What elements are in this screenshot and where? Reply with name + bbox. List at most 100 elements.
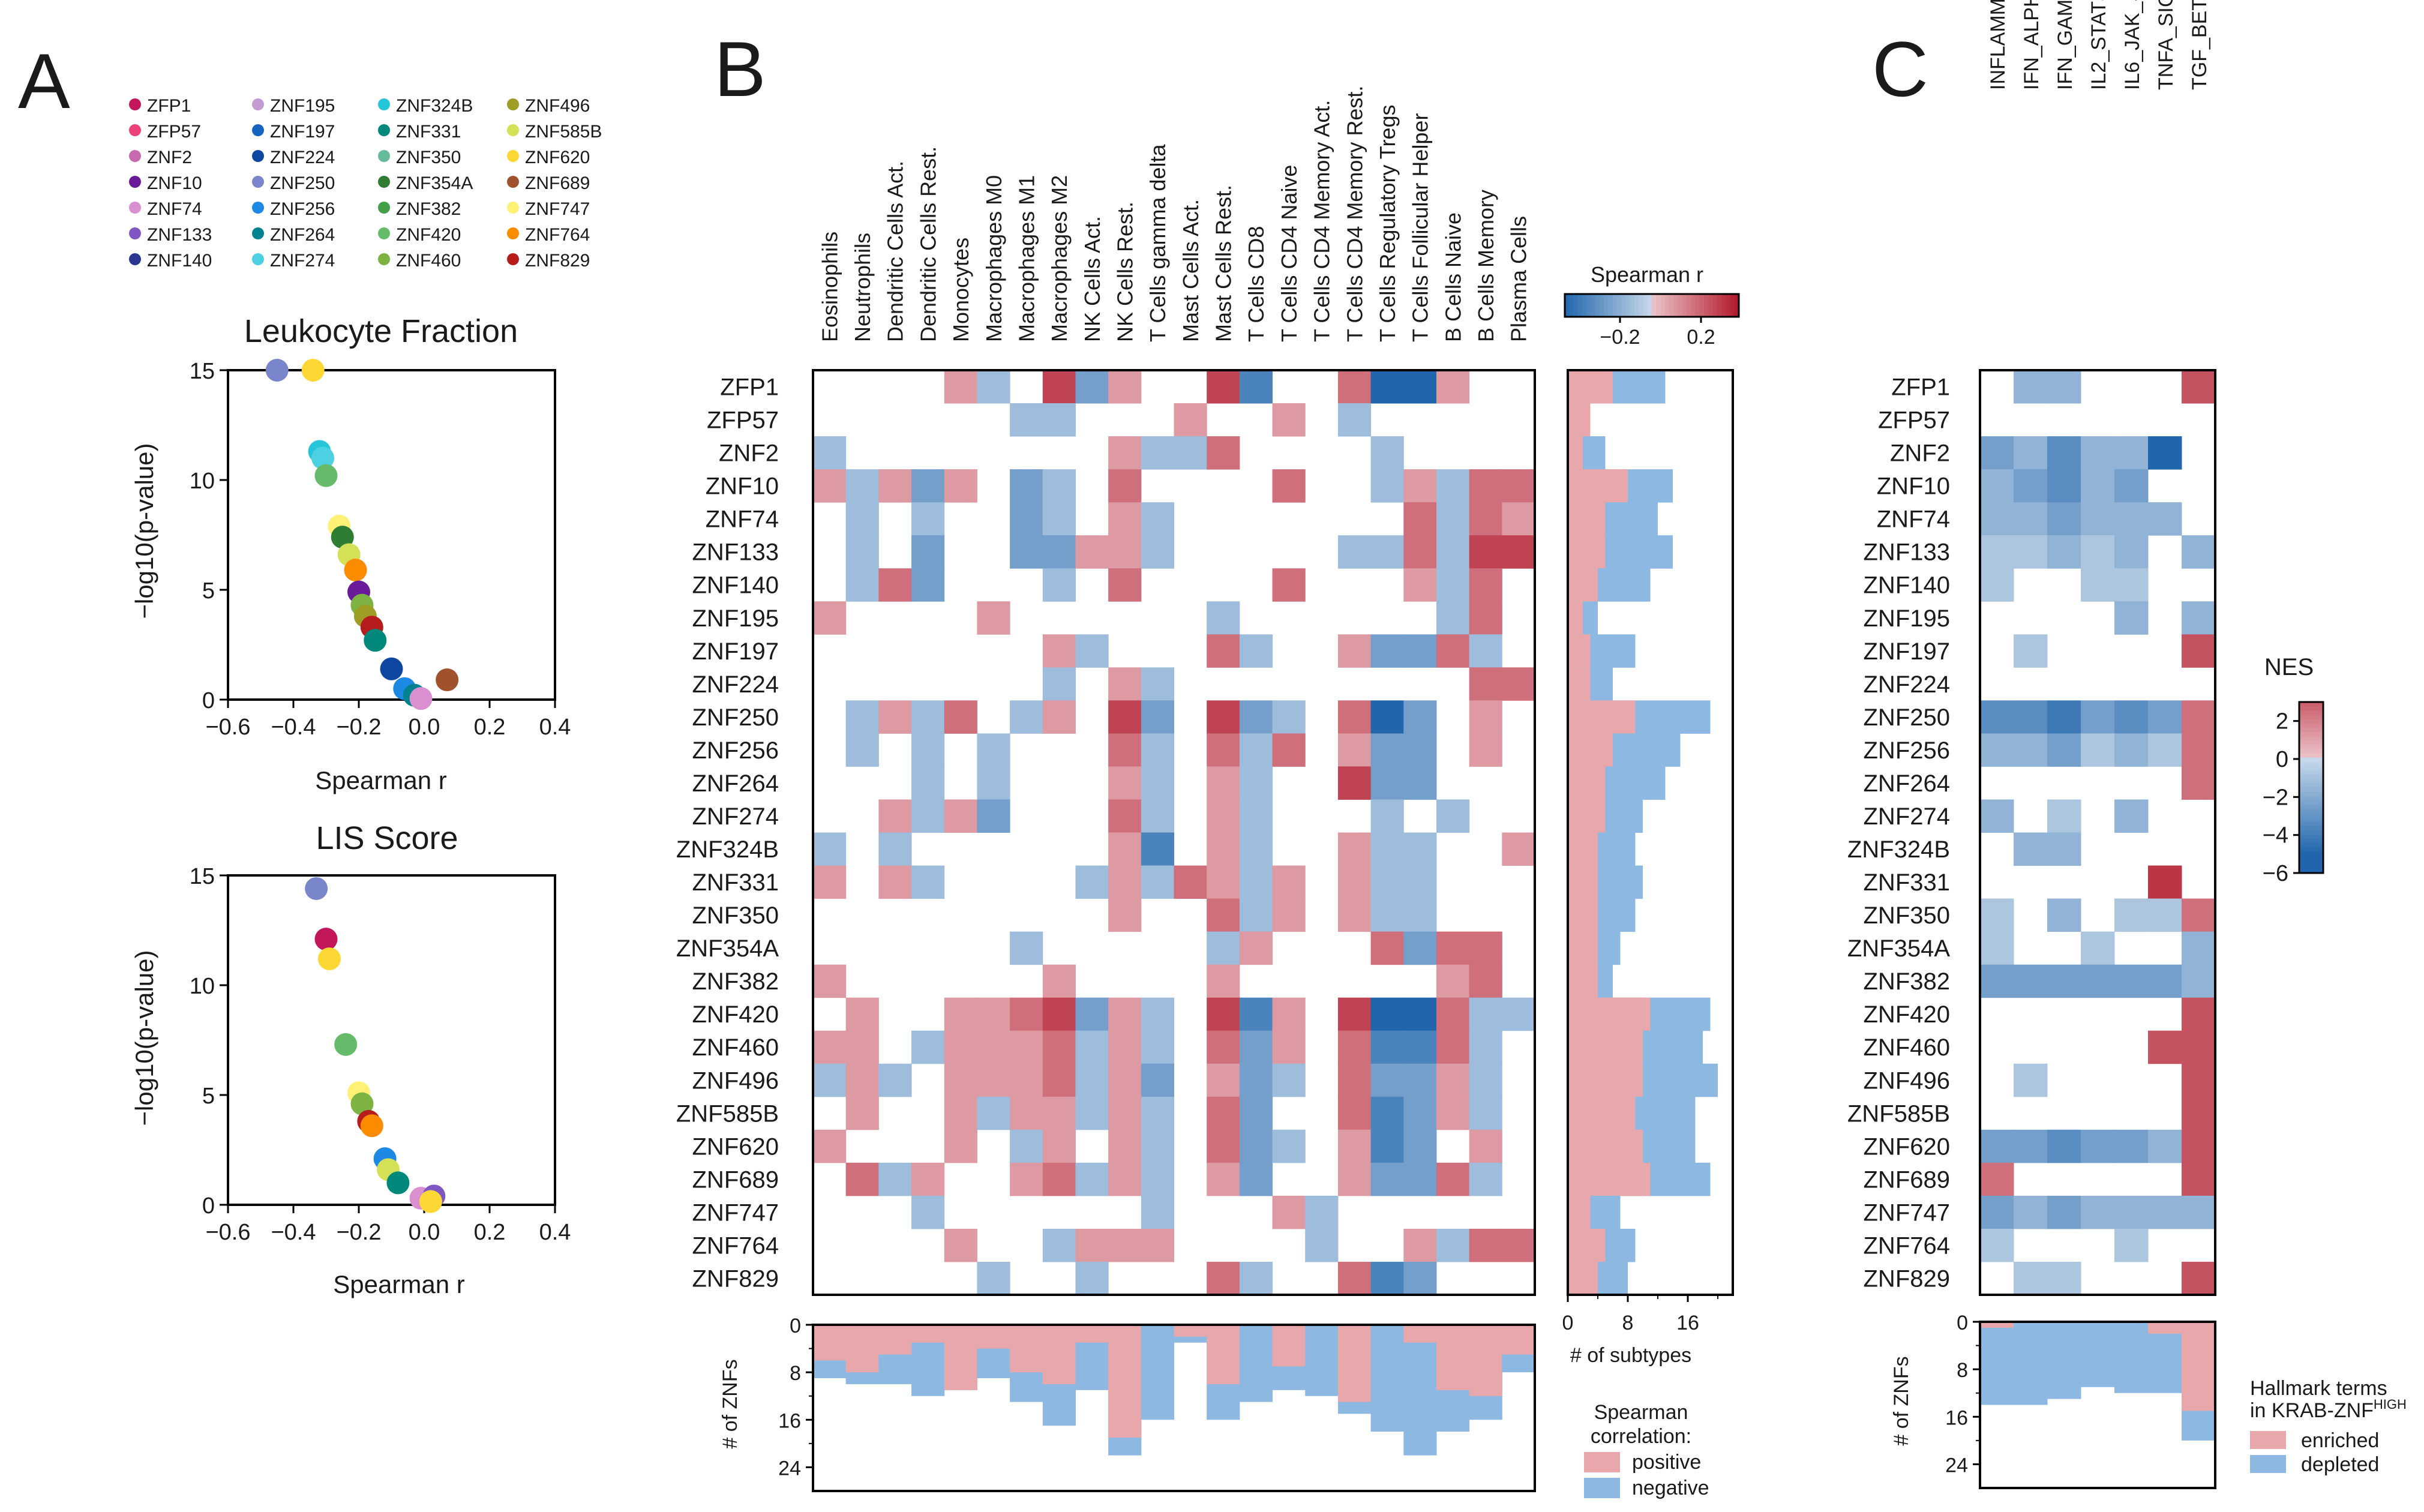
- heat-cell: [1010, 403, 1043, 437]
- heat-cell: [1403, 997, 1437, 1031]
- heat-cell: [1042, 1063, 1076, 1097]
- heat-cell: [2114, 964, 2149, 998]
- lis-score-title: LIS Score: [316, 820, 458, 856]
- heat-cell: [2081, 535, 2115, 569]
- heat-cell: [813, 1129, 847, 1163]
- colorbar-step: [1669, 294, 1674, 317]
- nes-colorbar-tick-label: 0: [2276, 747, 2288, 772]
- count-bar-positive: [1010, 1325, 1043, 1373]
- heat-cell: [1272, 700, 1306, 734]
- heat-cell: [1108, 733, 1142, 767]
- legend-label-znf250: ZNF250: [270, 173, 335, 193]
- legend-dot-znf274: [252, 253, 264, 265]
- negative-swatch: [1584, 1478, 1620, 1498]
- heat-cell: [845, 568, 879, 602]
- colorbar-step: [1630, 294, 1635, 317]
- nes-colorbar-step: [2299, 702, 2323, 707]
- count-bar-negative: [1403, 1325, 1437, 1456]
- heat-cell: [2081, 733, 2115, 767]
- heat-cell: [2114, 502, 2149, 536]
- row-label-znf420: ZNF420: [692, 1001, 779, 1028]
- heat-cell: [2182, 1129, 2216, 1163]
- row-label-znf224: ZNF224: [692, 671, 779, 698]
- subtype-bar-positive: [1568, 436, 1583, 470]
- colorbar-tick-label: −0.2: [1600, 326, 1640, 349]
- count-bar-positive: [1042, 1325, 1076, 1384]
- col-label: Monocytes: [949, 238, 973, 342]
- heat-cell: [944, 469, 977, 503]
- row-label-znf10: ZNF10: [1877, 473, 1950, 500]
- heat-cell: [1370, 1096, 1404, 1130]
- heat-cell: [1403, 931, 1437, 965]
- heat-cell: [1239, 832, 1273, 866]
- row-label-znf195: ZNF195: [692, 605, 779, 632]
- heat-cell: [2114, 898, 2149, 932]
- count-bar-positive: [813, 1325, 847, 1361]
- count-bar-enriched: [2182, 1322, 2216, 1411]
- heat-cell: [1042, 1129, 1076, 1163]
- heat-cell: [1042, 667, 1076, 701]
- legend-dot-zfp1: [129, 98, 141, 110]
- count-bar-positive: [1207, 1325, 1240, 1384]
- heat-cell: [944, 700, 977, 734]
- leukocyte-y-axis-label: −log10(p-value): [130, 443, 158, 619]
- row-label-znf331: ZNF331: [1864, 869, 1951, 896]
- heat-cell: [2148, 502, 2182, 536]
- col-label: INFLAMMATORY_RESP.: [1987, 0, 2009, 90]
- legend-label-znf324b: ZNF324B: [396, 96, 473, 116]
- y-tick-label: 15: [190, 359, 215, 384]
- colorbar-step: [1573, 294, 1579, 317]
- legend-dot-znf460: [378, 253, 390, 265]
- heat-cell: [2014, 700, 2048, 734]
- row-label-znf689: ZNF689: [1864, 1166, 1951, 1193]
- heat-cell: [2114, 799, 2149, 833]
- heat-cell: [1337, 1162, 1372, 1196]
- heat-cell: [1370, 997, 1404, 1031]
- subtype-bar-positive: [1568, 997, 1651, 1031]
- heat-cell: [2148, 865, 2182, 899]
- leukocyte-fraction-title: Leukocyte Fraction: [244, 313, 518, 349]
- nes-colorbar-step: [2299, 787, 2323, 793]
- row-label-znf620: ZNF620: [1864, 1133, 1951, 1160]
- nes-colorbar-tick-label: 2: [2276, 709, 2288, 734]
- colorbar-step: [1734, 294, 1739, 317]
- heat-cell: [1980, 502, 2014, 536]
- heat-cell: [1207, 1096, 1240, 1130]
- heat-cell: [1370, 931, 1404, 965]
- heat-cell: [878, 1063, 912, 1097]
- heat-cell: [2182, 634, 2216, 668]
- row-label-znf2: ZNF2: [1890, 440, 1950, 467]
- colorbar-step: [1726, 294, 1731, 317]
- heat-cell: [1980, 700, 2014, 734]
- count-bar-depleted: [2047, 1322, 2081, 1399]
- legend-label-znf764: ZNF764: [525, 225, 590, 245]
- heat-cell: [1436, 535, 1470, 569]
- colorbar-step: [1730, 294, 1735, 317]
- heat-cell: [1075, 535, 1109, 569]
- subtype-bar-positive: [1568, 403, 1591, 437]
- row-label-znf250: ZNF250: [692, 704, 779, 731]
- heat-cell: [1141, 1030, 1174, 1064]
- y-tick-label: 15: [190, 864, 215, 889]
- count-bar-positive: [1075, 1325, 1109, 1343]
- y-tick-label: 5: [202, 578, 215, 604]
- col-label: Neutrophils: [850, 233, 875, 342]
- heat-cell: [911, 700, 945, 734]
- heat-cell: [2014, 733, 2048, 767]
- heat-cell: [1403, 568, 1437, 602]
- heat-cell: [1042, 1096, 1076, 1130]
- col-label: T Cells CD4 Memory Act.: [1310, 100, 1334, 342]
- legend-dot-znf764: [507, 227, 519, 239]
- count-y-tick-label: 0: [790, 1315, 801, 1337]
- heat-cell: [1207, 799, 1240, 833]
- legend-label-znf747: ZNF747: [525, 199, 590, 219]
- heat-cell: [1469, 469, 1502, 503]
- heat-cell: [1436, 469, 1470, 503]
- legend-label-znf264: ZNF264: [270, 225, 335, 245]
- legend-label-znf460: ZNF460: [396, 251, 461, 271]
- heat-cell: [1141, 502, 1174, 536]
- heat-cell: [1469, 997, 1502, 1031]
- heat-cell: [1436, 634, 1470, 668]
- count-bar-positive: [1469, 1325, 1502, 1396]
- spearman-colorbar: Spearman r −0.2 0.2: [1564, 262, 1740, 349]
